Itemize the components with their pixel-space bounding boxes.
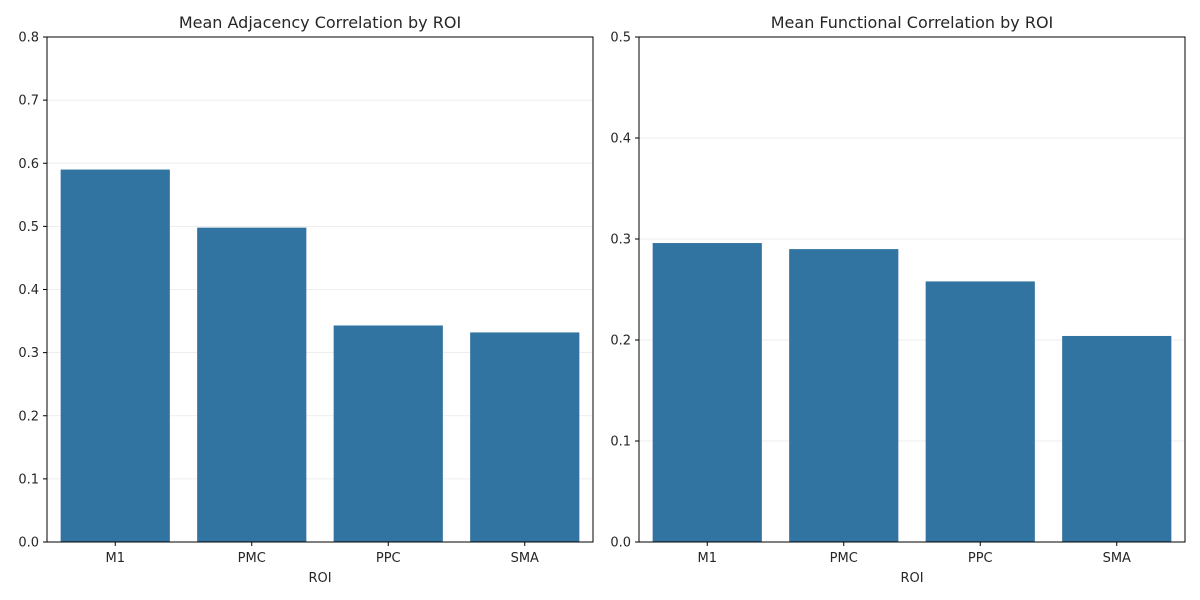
chart-panel-adjacency: Mean Adjacency Correlation by ROI ROI 0.… [18,13,594,586]
axes-frame [46,36,594,543]
axes-frame [638,36,1186,543]
chart-title: Mean Adjacency Correlation by ROI [179,13,461,32]
x-tick-label: PPC [968,551,993,566]
bar-pmc [789,249,899,542]
y-tick-label: 0.5 [610,31,631,46]
bar-m1 [652,243,762,543]
y-tick-label: 0.1 [610,435,631,450]
x-tick-label: PMC [830,551,858,566]
y-tick-label: 0.4 [610,132,631,147]
y-tick-label: 0.6 [18,157,39,172]
y-tick-label: 0.3 [610,233,631,248]
y-tick-label: 0.1 [18,472,39,487]
chart-panel-functional: Mean Functional Correlation by ROI ROI 0… [610,13,1186,586]
y-tick-label: 0.2 [18,409,39,424]
x-tick-label: PMC [238,551,266,566]
y-tick-label: 0.8 [18,31,39,46]
y-tick-label: 0.0 [610,536,631,551]
x-tick-label: SMA [1103,551,1131,566]
bar-m1 [60,169,170,542]
bar-sma [470,332,580,542]
y-tick-label: 0.0 [18,536,39,551]
x-axis-label: ROI [900,571,923,586]
x-axis-label: ROI [308,571,331,586]
bar-pmc [197,227,307,542]
y-tick-label: 0.3 [18,346,39,361]
y-tick-label: 0.2 [610,334,631,349]
x-tick-label: M1 [698,551,718,566]
y-tick-label: 0.5 [18,220,39,235]
chart-title: Mean Functional Correlation by ROI [771,13,1054,32]
bar-sma [1062,335,1172,542]
x-tick-label: M1 [106,551,126,566]
x-tick-label: PPC [376,551,401,566]
y-tick-label: 0.7 [18,94,39,109]
x-tick-label: SMA [511,551,539,566]
bar-ppc [925,281,1035,542]
y-tick-label: 0.4 [18,283,39,298]
bar-ppc [333,325,443,542]
